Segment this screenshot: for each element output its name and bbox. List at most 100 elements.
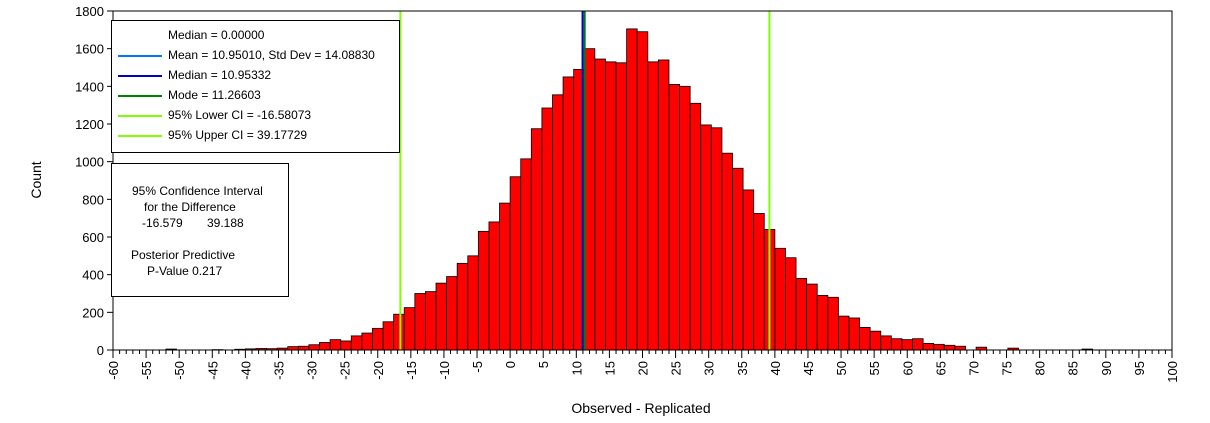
legend-item-median: Median = 10.95332 [112, 66, 399, 85]
histogram-bar [467, 255, 479, 351]
histogram-bar [499, 202, 511, 351]
y-axis: 0 200 400 600 800 1000 1200 1400 1600 1800 [75, 4, 113, 358]
histogram-bar [732, 167, 744, 351]
x-tick-label: 90 [1099, 361, 1114, 375]
legend-swatch [118, 55, 162, 57]
histogram-bar [774, 247, 786, 351]
y-tick-label: 1800 [75, 4, 104, 19]
histogram-bar [710, 127, 723, 351]
histogram-bar [859, 326, 871, 351]
histogram-bar [340, 340, 352, 351]
legend-item-lower-ci: 95% Lower CI = -16.58073 [112, 106, 399, 125]
histogram-bar [795, 278, 808, 351]
ppp-value: P-Value 0.217 [147, 264, 223, 278]
x-tick-label: 25 [669, 361, 684, 375]
histogram-bar [297, 345, 310, 351]
legend: Median = 0.00000 Mean = 10.95010, Std De… [111, 20, 400, 153]
x-tick-label: 10 [569, 361, 584, 375]
x-axis: -60 -55 -50 -45 -40 -35 -30 -25 -20 -15 -10 -5 0 5 10 1… [106, 350, 1180, 383]
histogram-bar [393, 313, 405, 351]
x-axis-title: Observed - Replicated [571, 400, 710, 416]
histogram-bar [700, 124, 712, 351]
histogram-bar [954, 345, 966, 351]
ci-title: 95% Confidence Interval [132, 184, 263, 198]
x-tick-label: 5 [536, 361, 551, 368]
confidence-interval-box: 95% Confidence Interval for the Differen… [111, 163, 289, 297]
legend-label: Mode = 11.26603 [168, 88, 261, 102]
histogram-bar [785, 257, 797, 351]
histogram-bar [350, 335, 363, 351]
x-tick-label: 30 [702, 361, 717, 375]
x-tick-label: -5 [470, 361, 485, 373]
reference-lines-group [399, 11, 771, 350]
histogram-bar [414, 293, 426, 351]
histogram-bar [890, 338, 903, 351]
histogram-bar [721, 152, 733, 351]
x-tick-label: -25 [338, 361, 353, 380]
histogram-bar [615, 62, 628, 351]
legend-swatch [118, 75, 162, 77]
y-tick-label: 200 [82, 305, 104, 320]
x-tick-label: -50 [172, 361, 187, 380]
legend-swatch [118, 35, 162, 37]
legend-label: Median = 10.95332 [168, 68, 272, 82]
y-tick-label: 400 [82, 268, 104, 283]
histogram-bar [562, 76, 575, 351]
legend-swatch [118, 135, 162, 137]
histogram-bar [477, 230, 490, 351]
x-tick-label: 20 [636, 361, 651, 375]
histogram-bar [838, 315, 850, 351]
histogram-bar [689, 102, 702, 351]
histogram-bar [636, 31, 649, 351]
legend-label: Mean = 10.95010, Std Dev = 14.08830 [168, 48, 375, 62]
x-tick-label: 85 [1066, 361, 1081, 375]
legend-item-mode: Mode = 11.26603 [112, 86, 399, 105]
histogram-bar [806, 283, 818, 351]
x-tick-label: 45 [801, 361, 816, 375]
histogram-bar [403, 307, 416, 351]
x-tick-label: 80 [1033, 361, 1048, 375]
histogram-bar [382, 321, 395, 351]
x-tick-label: 50 [834, 361, 849, 375]
ci-lower-value: -16.579 [142, 216, 183, 230]
legend-item-median-zero: Median = 0.00000 [112, 26, 399, 45]
x-tick-label: 35 [735, 361, 750, 375]
x-tick-label: 0 [503, 361, 518, 368]
x-tick-label: 75 [1000, 361, 1015, 375]
y-tick-label: 1400 [75, 79, 104, 94]
x-tick-label: 65 [933, 361, 948, 375]
legend-label: Median = 0.00000 [168, 28, 265, 42]
histogram-bar [446, 276, 458, 351]
histogram-bar [541, 107, 553, 351]
histogram-bar [742, 189, 755, 351]
x-tick-label: 40 [768, 361, 783, 375]
y-tick-label: 1600 [75, 42, 104, 57]
histogram-bar [626, 28, 638, 351]
histogram-bar [509, 176, 522, 351]
histogram-bar [869, 330, 882, 351]
x-tick-label: 100 [1165, 361, 1180, 383]
histogram-bar [287, 346, 299, 351]
histogram-bar [530, 128, 543, 351]
histogram-bar [912, 338, 924, 351]
x-tick-label: 60 [900, 361, 915, 375]
histogram-bar [329, 339, 342, 351]
histogram-bar [552, 94, 564, 351]
histogram-bar [880, 335, 892, 351]
legend-swatch [118, 115, 162, 117]
x-tick-label: 70 [966, 361, 981, 375]
x-tick-label: -15 [404, 361, 419, 380]
histogram-bar [668, 84, 680, 351]
histogram-bar [816, 294, 829, 351]
x-tick-label: 55 [867, 361, 882, 375]
x-tick-label: -40 [238, 361, 253, 380]
histogram-bar [308, 344, 320, 351]
histogram-bar [901, 339, 913, 351]
histogram-bar [753, 213, 765, 351]
x-tick-label: 95 [1132, 361, 1147, 375]
histogram-bar [922, 343, 935, 351]
ci-subtitle: for the Difference [144, 200, 236, 214]
legend-item-upper-ci: 95% Upper CI = 39.17729 [112, 126, 399, 145]
x-tick-label: -60 [106, 361, 121, 380]
